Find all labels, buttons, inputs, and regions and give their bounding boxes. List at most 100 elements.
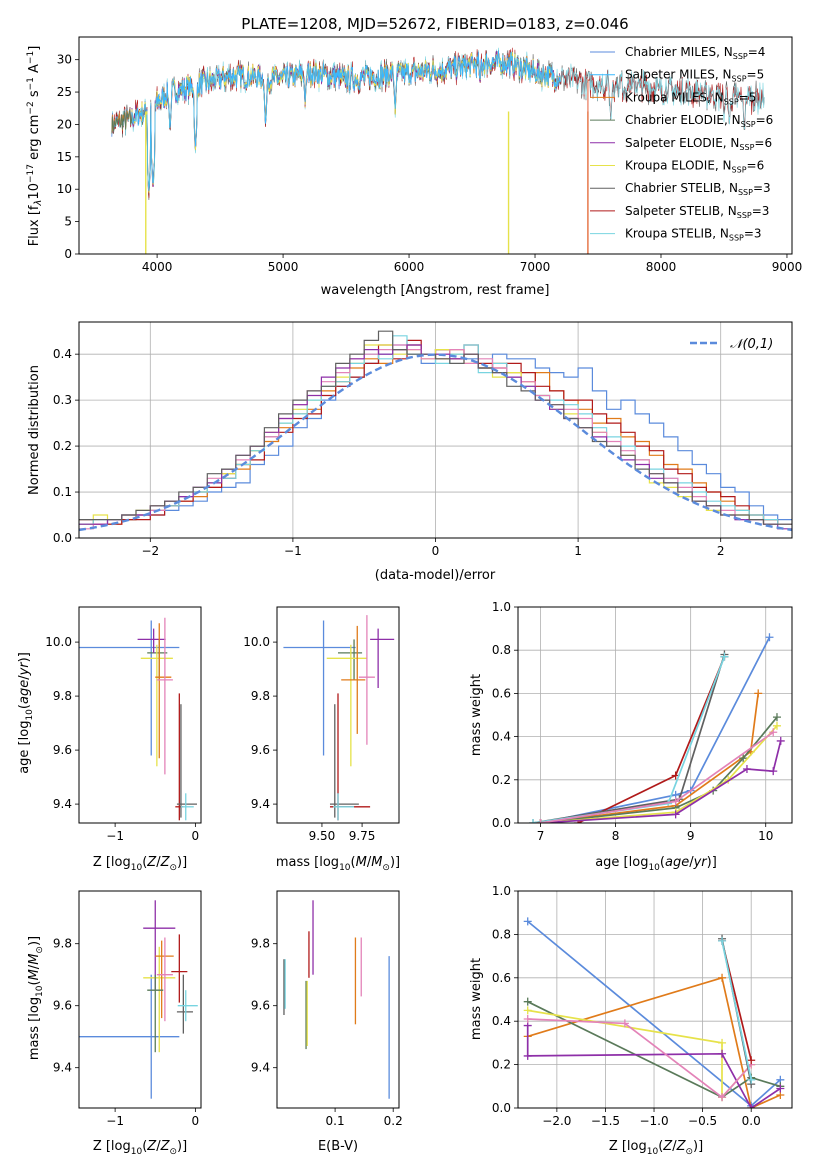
- plot-area: [283, 615, 395, 821]
- x-tick-label: 7000: [520, 260, 551, 274]
- mass-weight-point: [772, 721, 781, 730]
- y-tick-label: 0.0: [492, 1101, 511, 1115]
- x-tick-label: 6000: [394, 260, 425, 274]
- mass-weight-point: [523, 1006, 532, 1015]
- mass-weight-point: [523, 997, 532, 1006]
- y-tick-label: 15: [57, 150, 72, 164]
- mass-weight-point: [720, 652, 729, 661]
- x-tick-label: 8: [612, 829, 620, 843]
- mass-vs-z-ylabel: mass [log10(M/M⊙)]: [27, 936, 45, 1060]
- grid: [518, 606, 792, 824]
- plot-area: [283, 900, 390, 1099]
- mw-vs-age-panel: age [log10(age/yr)] mass weight 7 8 9 10 0.0…: [469, 600, 793, 873]
- legend-label: 𝒩(0,1): [730, 337, 773, 352]
- x-tick-label: 1: [574, 544, 582, 558]
- x-tick-label: 0.0: [742, 1114, 761, 1128]
- mass-weight-series: [527, 976, 781, 1108]
- mass-weight-series: [527, 1018, 752, 1099]
- mass-vs-z-xlabel: Z [log10(Z/Z⊙)]: [93, 1139, 187, 1157]
- x-tick-label: −1: [106, 829, 124, 843]
- legend-label: Chabrier MILES, NSSP=4: [625, 45, 765, 61]
- y-tick-label: 9.4: [251, 1061, 270, 1075]
- y-tick-label: 0.2: [53, 439, 72, 453]
- x-tick-label: 8000: [646, 260, 677, 274]
- x-tick-label: 0: [432, 544, 440, 558]
- y-tick-label: 9.6: [53, 743, 72, 757]
- y-tick-label: 30: [57, 53, 72, 67]
- mass-vs-ebv-panel: E(B-V) 0.1 0.2 9.4 9.6 9.8: [251, 890, 403, 1154]
- y-tick-label: 9.8: [53, 937, 72, 951]
- axes-frame: [517, 606, 793, 824]
- legend-label: Salpeter STELIB, NSSP=3: [625, 204, 769, 220]
- y-tick-label: 0.0: [492, 816, 511, 830]
- mass-vs-z-panel: Z [log10(Z/Z⊙)] mass [log10(M/M⊙)] −1 0 9.…: [27, 890, 202, 1157]
- legend-label: Kroupa MILES, NSSP=5: [625, 90, 756, 106]
- x-tick-label: −2: [141, 544, 159, 558]
- y-tick-label: 0.0: [53, 531, 72, 545]
- x-tick-label: 9.75: [349, 829, 376, 843]
- mass-weight-point: [742, 765, 751, 773]
- x-tick-label: 10: [758, 829, 773, 843]
- mass-weight-point: [718, 1049, 727, 1058]
- y-tick-label: 1.0: [492, 884, 511, 898]
- residuals-panel: (data-model)/error Normed distribution −…: [27, 321, 793, 583]
- y-tick-label: 9.8: [251, 937, 270, 951]
- y-tick-label: 10.0: [45, 635, 72, 649]
- y-tick-label: 0.2: [492, 773, 511, 787]
- plot-area: [79, 617, 197, 821]
- mw-vs-age-ylabel: mass weight: [469, 674, 484, 756]
- y-tick-label: 9.4: [53, 1061, 72, 1075]
- mass-weight-series: [527, 1000, 781, 1099]
- x-tick-label: 4000: [142, 260, 173, 274]
- y-tick-label: 0.8: [492, 927, 511, 941]
- y-tick-label: 9.4: [251, 797, 270, 811]
- y-tick-label: 0.3: [53, 393, 72, 407]
- mass-weight-point: [747, 1104, 756, 1108]
- axes-frame: [78, 606, 202, 824]
- mw-vs-z-panel: Z [log10(Z/Z⊙)] mass weight −2.0 −1.5 −1.0…: [469, 884, 793, 1157]
- spectrum-ylabel: Flux [fλ10−17 erg cm−2 s−1 A−1]: [26, 46, 44, 247]
- legend-label: Kroupa ELODIE, NSSP=6: [625, 159, 764, 175]
- x-tick-label: 5000: [268, 260, 299, 274]
- y-tick-label: 1.0: [492, 600, 511, 614]
- y-tick-label: 20: [57, 117, 72, 131]
- spectrum-panel: PLATE=1208, MJD=52672, FIBERID=0183, z=0…: [26, 15, 802, 298]
- y-tick-label: 0.6: [492, 971, 511, 985]
- y-tick-label: 10: [57, 182, 72, 196]
- y-tick-label: 9.8: [53, 689, 72, 703]
- mass-weight-point: [718, 973, 727, 982]
- legend-label: Kroupa STELIB, NSSP=3: [625, 227, 762, 243]
- mass-weight-point: [747, 1075, 756, 1084]
- plot-area: [523, 917, 785, 1108]
- mw-vs-z-xlabel: Z [log10(Z/Z⊙)]: [609, 1139, 703, 1157]
- age-vs-mass-panel: mass [log10(M/M⊙)] 9.50 9.75 9.4 9.6 9.8 10.0: [243, 606, 400, 873]
- mass-weight-point: [536, 819, 545, 823]
- x-tick-label: 2: [717, 544, 725, 558]
- mass-weight-point: [718, 1093, 727, 1102]
- x-tick-label: −0.5: [688, 1114, 717, 1128]
- axes-frame: [276, 890, 400, 1109]
- y-tick-label: 25: [57, 85, 72, 99]
- mass-weight-series: [540, 725, 778, 823]
- mass-weight-point: [769, 728, 778, 737]
- mass-weight-point: [776, 1084, 785, 1093]
- mass-weight-point: [772, 713, 781, 722]
- axes-frame: [78, 321, 793, 539]
- x-tick-label: 9: [687, 829, 695, 843]
- plot-area: [529, 633, 785, 823]
- age-vs-z-xlabel: Z [log10(Z/Z⊙)]: [93, 855, 187, 873]
- spectrum-title: PLATE=1208, MJD=52672, FIBERID=0183, z=0…: [241, 15, 628, 33]
- y-tick-label: 5: [64, 215, 72, 229]
- y-tick-label: 9.6: [251, 999, 270, 1013]
- mass-weight-point: [718, 936, 727, 945]
- y-tick-label: 9.6: [251, 743, 270, 757]
- mass-weight-point: [739, 754, 748, 763]
- spectrum-legend: Chabrier MILES, NSSP=4 Salpeter MILES, NS…: [590, 45, 773, 243]
- x-tick-label: 7: [537, 829, 545, 843]
- y-tick-label: 10.0: [243, 635, 270, 649]
- histogram-series: [79, 330, 792, 525]
- mass-weight-point: [620, 1019, 629, 1028]
- mw-vs-age-xlabel: age [log10(age/yr)]: [595, 855, 717, 873]
- y-tick-label: 9.8: [251, 689, 270, 703]
